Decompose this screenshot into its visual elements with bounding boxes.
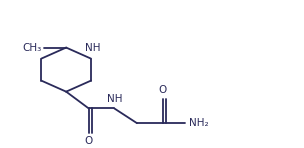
Text: NH: NH — [107, 94, 123, 104]
Text: NH₂: NH₂ — [189, 118, 208, 128]
Text: CH₃: CH₃ — [23, 43, 42, 53]
Text: O: O — [85, 136, 93, 146]
Text: NH: NH — [85, 43, 100, 53]
Text: O: O — [158, 85, 167, 95]
